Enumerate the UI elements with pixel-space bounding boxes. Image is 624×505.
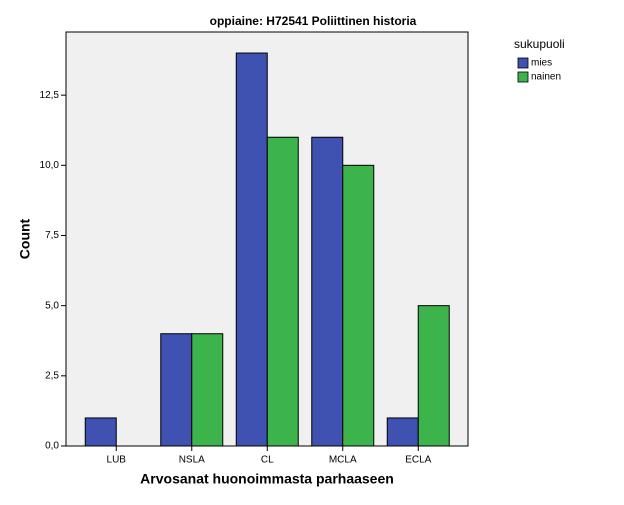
bar (160, 333, 193, 447)
legend-title: sukupuoli (514, 37, 565, 51)
x-tick-label: MCLA (329, 455, 357, 466)
bar (266, 136, 299, 447)
bar (191, 333, 224, 447)
x-tick-label: CL (261, 455, 274, 466)
x-tick-label: ECLA (405, 455, 431, 466)
y-tick-label: 2,5 (45, 370, 59, 381)
y-tick-label: 12,5 (40, 90, 60, 101)
x-tick-label: LUB (107, 455, 127, 466)
bar (386, 417, 419, 447)
x-tick-label: NSLA (179, 455, 205, 466)
y-tick-label: 7,5 (45, 230, 59, 241)
bar (84, 417, 117, 447)
chart-title: oppiaine: H72541 Poliittinen historia (210, 14, 417, 28)
y-tick-label: 10,0 (40, 160, 60, 171)
legend-label: mies (531, 58, 552, 69)
y-axis-label: Count (17, 218, 33, 259)
bar (417, 305, 450, 447)
legend-swatch (517, 57, 529, 69)
y-tick-label: 0,0 (45, 441, 59, 452)
bar (311, 136, 344, 447)
legend-label: nainen (531, 72, 561, 83)
legend-swatch (517, 71, 529, 83)
bar (235, 52, 268, 447)
y-tick-label: 5,0 (45, 300, 59, 311)
bar (342, 164, 375, 447)
x-axis-label: Arvosanat huonoimmasta parhaaseen (140, 471, 394, 487)
